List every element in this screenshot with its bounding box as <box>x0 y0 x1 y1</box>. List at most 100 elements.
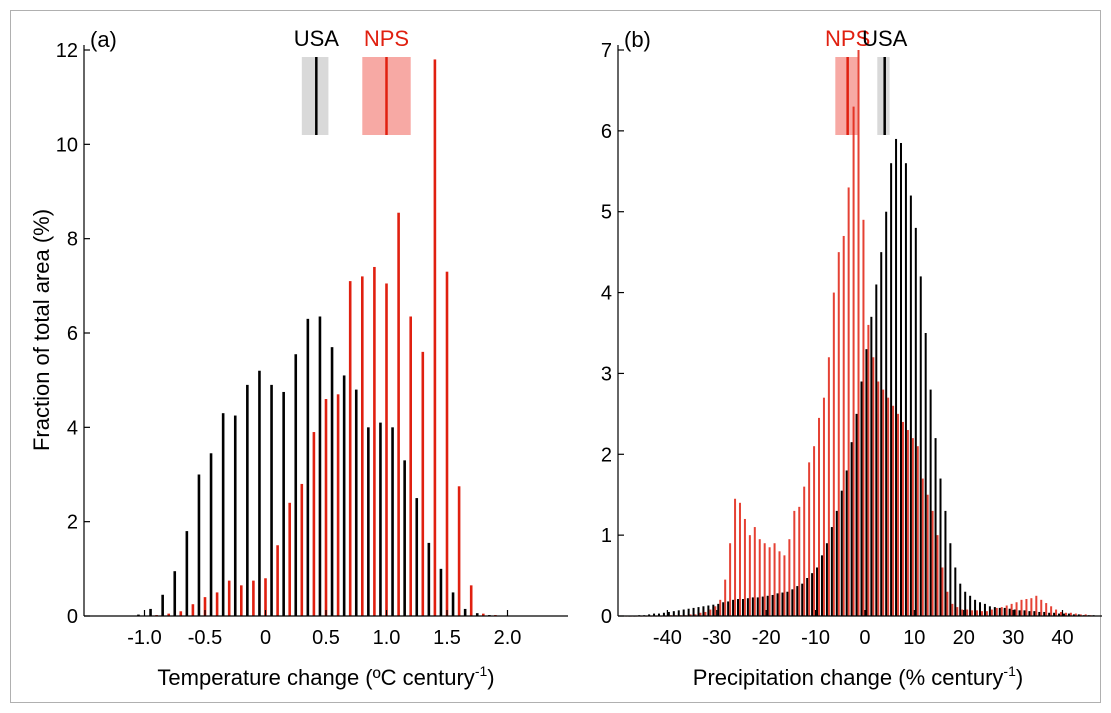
bar-usa <box>149 608 152 616</box>
panel-a-x-axis-label-sup: -1 <box>475 663 488 679</box>
panel-b-x-axis-label-sup: -1 <box>1003 663 1016 679</box>
bar-usa <box>682 609 685 616</box>
bar-usa <box>662 612 665 616</box>
bar-usa <box>342 375 346 616</box>
bar-usa <box>934 438 937 616</box>
bar-nps <box>1079 614 1082 616</box>
panel-a-label: (a) <box>90 27 117 52</box>
x-tick-label: -20 <box>752 627 781 649</box>
bar-usa <box>786 591 789 616</box>
bar-nps <box>179 611 183 616</box>
bar-usa <box>875 284 878 616</box>
bar-nps <box>276 545 279 616</box>
bar-usa <box>885 211 888 616</box>
bar-nps <box>348 281 352 616</box>
legend-label-usa: USA <box>294 26 340 51</box>
bar-usa <box>233 415 237 616</box>
bar-usa <box>1048 612 1051 616</box>
x-tick-label: 20 <box>953 627 975 649</box>
bar-nps <box>1069 612 1072 616</box>
bar-nps <box>773 543 776 616</box>
bar-usa <box>1043 611 1046 616</box>
bar-usa <box>914 227 917 616</box>
bar-nps <box>936 535 939 616</box>
bar-nps <box>734 498 737 616</box>
bar-nps <box>397 212 400 616</box>
bar-nps <box>1035 595 1038 616</box>
bar-usa <box>766 595 769 616</box>
bar-nps <box>808 462 811 616</box>
bar-usa <box>811 573 814 616</box>
bar-usa <box>791 589 794 616</box>
bar-usa <box>1013 609 1016 616</box>
bar-usa <box>677 610 680 616</box>
bar-nps <box>191 604 195 616</box>
bar-usa <box>367 427 370 616</box>
bar-usa <box>137 614 140 616</box>
bar-nps <box>1074 613 1077 616</box>
bar-nps <box>738 502 741 616</box>
bar-usa <box>756 597 759 616</box>
panel-b-mean-bands <box>835 57 890 135</box>
bar-usa <box>944 510 947 616</box>
y-tick-label: 3 <box>601 363 612 385</box>
x-tick-label: 30 <box>1002 627 1024 649</box>
bar-usa <box>825 543 828 616</box>
bar-usa <box>865 349 868 616</box>
y-tick-label: 6 <box>67 323 78 345</box>
bar-nps <box>946 591 949 616</box>
bar-nps <box>724 579 727 616</box>
bar-nps <box>288 502 291 616</box>
bar-usa <box>974 599 977 616</box>
bar-nps <box>985 611 988 616</box>
bar-nps <box>240 585 243 616</box>
bar-usa <box>197 474 201 616</box>
bar-usa <box>855 413 858 616</box>
bar-usa <box>1053 612 1056 616</box>
bar-nps <box>976 610 979 616</box>
bar-usa <box>173 571 177 616</box>
legend-label-nps: NPS <box>825 26 870 51</box>
bar-nps <box>704 611 707 616</box>
bar-usa <box>890 163 893 616</box>
bar-nps <box>324 399 328 616</box>
bar-usa <box>1072 614 1075 616</box>
bar-usa <box>899 142 902 616</box>
bar-nps <box>961 609 964 616</box>
bar-usa <box>727 601 730 616</box>
bar-usa <box>924 333 927 616</box>
panel-b-x-axis-label: Precipitation change (% century-1) <box>693 663 1023 690</box>
y-tick-label: 0 <box>601 606 612 628</box>
bar-nps <box>911 438 914 616</box>
panel-b-label: (b) <box>624 27 651 52</box>
bar-usa <box>697 607 700 616</box>
bar-nps <box>832 292 835 616</box>
bar-nps <box>867 324 870 616</box>
bar-usa <box>379 422 382 616</box>
bar-nps <box>694 614 697 616</box>
bar-usa <box>246 384 249 616</box>
bar-usa <box>781 592 784 616</box>
bar-nps <box>768 547 771 616</box>
bar-usa <box>692 607 695 616</box>
bar-nps <box>1060 611 1063 616</box>
bar-nps <box>941 567 944 616</box>
panel-b-x-axis-label-tail: ) <box>1016 665 1023 690</box>
bar-nps <box>1020 599 1023 616</box>
bar-usa <box>475 613 479 616</box>
bar-nps <box>857 50 860 616</box>
panel-a-mean-bands <box>301 57 411 135</box>
bar-nps <box>719 599 722 616</box>
y-tick-label: 1 <box>601 525 612 547</box>
bar-nps <box>264 578 267 616</box>
bar-nps <box>709 609 712 616</box>
bar-nps <box>336 394 340 616</box>
bar-usa <box>1058 613 1061 616</box>
bar-nps <box>906 430 909 616</box>
bar-nps <box>312 432 316 616</box>
x-tick-label: -0.5 <box>188 627 222 649</box>
bar-usa <box>909 195 912 617</box>
x-tick-label: 1.0 <box>373 627 401 649</box>
bar-nps <box>882 389 885 616</box>
